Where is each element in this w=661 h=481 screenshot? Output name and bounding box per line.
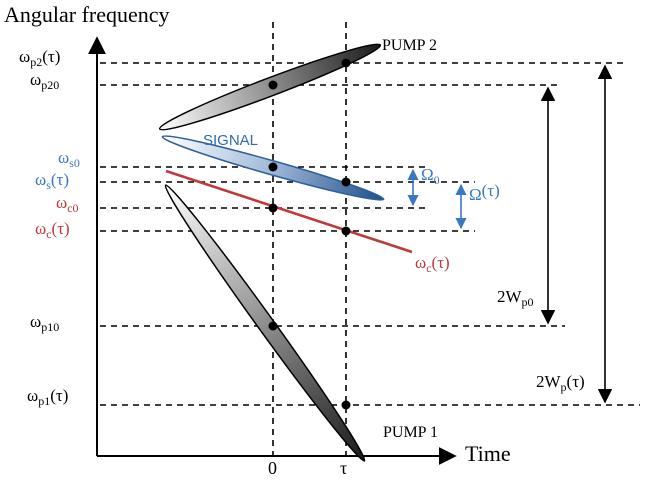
dot-signal-t0: [268, 162, 278, 172]
label-wc0: ωc0: [56, 193, 79, 215]
pump2-label: PUMP 2: [382, 37, 437, 54]
label-ws-tau: ωs(τ): [35, 170, 69, 192]
x-axis-title: Time: [465, 441, 511, 466]
y-axis-title: Angular frequency: [4, 2, 170, 27]
dot-pump2-tau: [341, 58, 351, 68]
label-wp2-tau: ωp2(τ): [19, 47, 60, 69]
dot-pump1-tau: [341, 400, 351, 410]
x-tick-0: 0: [268, 458, 277, 478]
label-wc-tau: ωc(τ): [35, 219, 70, 241]
label-ws0: ωs0: [58, 148, 80, 170]
pump1-pulse: [164, 184, 366, 462]
label-omega0: Ω0: [421, 165, 440, 187]
dot-idler-tau: [341, 226, 351, 236]
label-wp1-tau: ωp1(τ): [27, 386, 68, 408]
dot-idler-t0: [268, 203, 278, 213]
x-tick-tau: τ: [340, 458, 347, 478]
signal-label: SIGNAL: [203, 132, 258, 149]
label-2wp-tau: 2Wp(τ): [536, 372, 585, 394]
label-omega-tau: Ω(τ): [469, 181, 500, 204]
label-wc-tau-line: ωc(τ): [415, 253, 450, 275]
pump1-label: PUMP 1: [383, 424, 438, 441]
label-wp10: ωp10: [30, 312, 59, 334]
dot-signal-tau: [341, 177, 351, 187]
dot-pump1-t0: [268, 321, 278, 331]
label-wp20: ωp20: [30, 70, 59, 92]
dot-pump2-t0: [268, 80, 278, 90]
label-2wp0: 2Wp0: [497, 287, 534, 309]
idler-line: [165, 169, 413, 254]
